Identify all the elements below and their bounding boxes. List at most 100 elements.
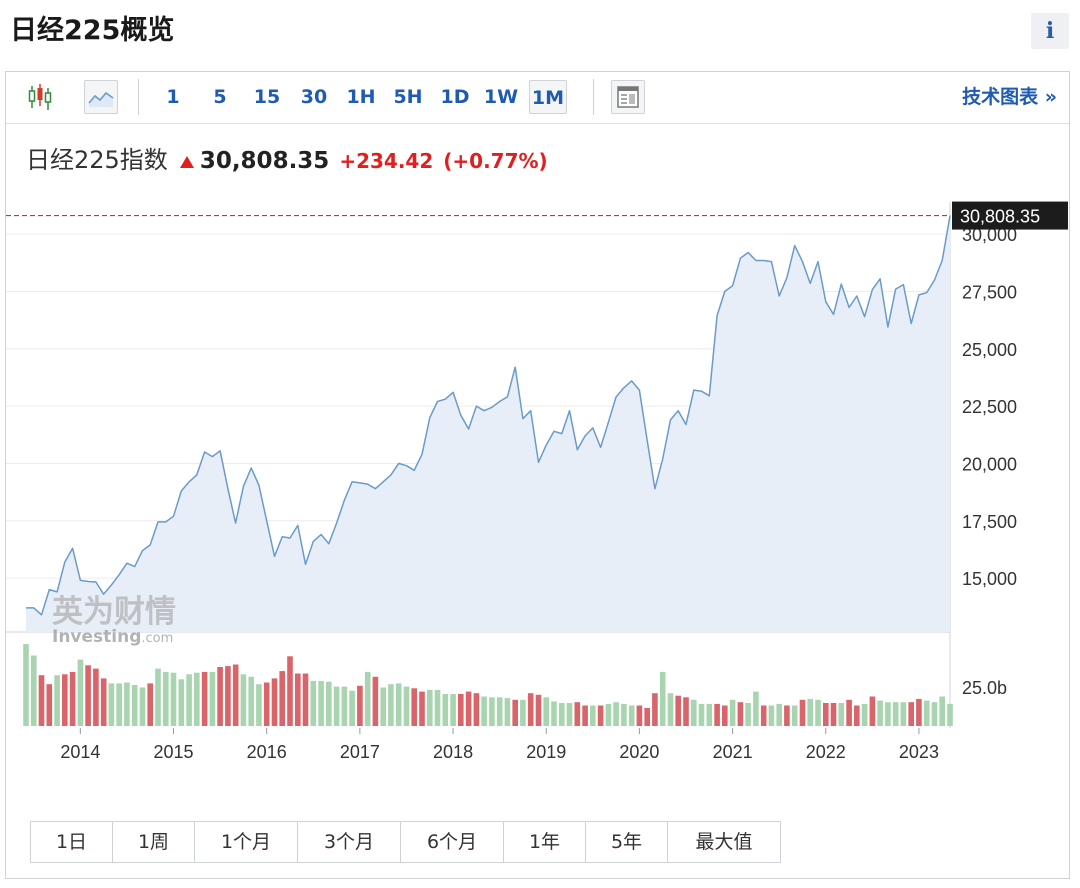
range-6m[interactable]: 6个月 (401, 822, 504, 862)
volume-bar (124, 682, 130, 726)
volume-bar (675, 695, 681, 726)
volume-bar (395, 683, 402, 726)
volume-bar (155, 668, 161, 726)
index-name: 日经225指数 (26, 146, 168, 174)
volume-bar (590, 705, 596, 726)
y-tick-label: 25,000 (962, 340, 1017, 360)
volume-bar (295, 673, 301, 726)
volume-bar (458, 694, 464, 726)
volume-bar (535, 694, 542, 726)
volume-bar (683, 697, 689, 726)
interval-30[interactable]: 30 (300, 86, 328, 108)
last-price-label: 30,808.35 (960, 207, 1040, 227)
volume-bar (287, 656, 293, 726)
volume-bar (947, 703, 953, 726)
volume-bar (116, 683, 122, 726)
area-chart-icon[interactable] (84, 80, 118, 114)
price-chart: 15,000 17,500 20,000 22,500 25,000 27,500 30,0… (6, 201, 1068, 762)
volume-bar (776, 703, 782, 726)
volume-bar (178, 679, 185, 726)
interval-1m[interactable]: 1M (529, 80, 567, 114)
volume-bar (628, 705, 635, 726)
interval-1w[interactable]: 1W (483, 86, 519, 108)
interval-1d[interactable]: 1D (440, 86, 470, 108)
volume-bar (496, 697, 503, 726)
volume-bar (108, 683, 115, 726)
range-3m[interactable]: 3个月 (298, 822, 401, 862)
volume-bar (652, 693, 658, 726)
up-arrow-icon (179, 155, 194, 168)
toolbar-divider (138, 79, 139, 115)
volume-bar (31, 655, 37, 726)
volume-bar (131, 685, 138, 726)
volume-bar (69, 671, 76, 726)
volume-bar (225, 666, 231, 726)
volume-bar (815, 699, 821, 726)
y-tick-label: 27,500 (962, 282, 1017, 302)
volume-bar (139, 687, 146, 726)
range-1w[interactable]: 1周 (113, 822, 195, 862)
interval-5[interactable]: 5 (213, 86, 227, 108)
technical-chart-link[interactable]: 技术图表 » (962, 86, 1057, 108)
volume-bar (403, 686, 410, 726)
volume-bar (527, 693, 534, 726)
range-max[interactable]: 最大值 (695, 831, 753, 853)
volume-bar (310, 680, 317, 726)
candlestick-icon[interactable] (23, 80, 57, 114)
volume-bar (644, 708, 650, 726)
volume-bar (271, 678, 278, 726)
y-tick-label: 20,000 (962, 454, 1017, 474)
volume-bar (722, 705, 728, 726)
page-title: 日经225概览 (10, 15, 175, 46)
interval-5h[interactable]: 5H (393, 86, 423, 108)
volume-bar (574, 702, 581, 726)
x-tick-label: 2023 (899, 742, 939, 762)
chart-panel: 1 5 15 30 1H 5H 1D 1W 1M 技术图表 » 日经225指数 3… (5, 71, 1070, 879)
interval-15[interactable]: 15 (253, 86, 281, 108)
volume-bar (613, 702, 619, 726)
volume-bar (481, 696, 487, 726)
toolbar-divider (593, 79, 594, 115)
interval-1h[interactable]: 1H (346, 86, 376, 108)
volume-bar (62, 674, 68, 726)
volume-bar (263, 682, 270, 726)
price-line (26, 215, 951, 616)
x-tick-label: 2022 (806, 742, 846, 762)
volume-bar (427, 689, 433, 726)
volume-bar (784, 705, 790, 726)
info-button[interactable]: i (1031, 13, 1069, 49)
volume-bar (605, 703, 612, 726)
interval-1[interactable]: 1 (166, 86, 180, 108)
volume-bar (333, 686, 340, 726)
volume-bar (729, 699, 736, 726)
volume-bar (543, 697, 549, 726)
volume-bar (163, 671, 169, 726)
volume-bar (760, 705, 767, 726)
volume-bar (349, 690, 355, 726)
range-1m[interactable]: 1个月 (195, 822, 298, 862)
volume-bar (318, 680, 324, 726)
volume-bar (38, 675, 45, 726)
volume-bar (489, 697, 495, 726)
volume-bar (854, 705, 860, 726)
volume-bar (302, 673, 309, 726)
range-1y[interactable]: 1年 (504, 822, 586, 862)
volume-bar (326, 681, 332, 726)
x-tick-label: 2020 (619, 742, 659, 762)
volume-bar (737, 702, 744, 726)
volume-bar (93, 668, 99, 726)
x-tick-label: 2019 (526, 742, 566, 762)
volume-bar (504, 698, 511, 726)
watermark-brand: Investing.com (52, 627, 173, 647)
volume-bar (364, 671, 371, 726)
chart-toolbar: 1 5 15 30 1H 5H 1D 1W 1M 技术图表 » (6, 72, 1069, 124)
layout-icon[interactable] (611, 80, 645, 114)
range-5y[interactable]: 5年 (586, 822, 668, 862)
volume-bar (636, 705, 643, 726)
volume-axis-label: 25.0b (962, 678, 1007, 698)
range-1d[interactable]: 1日 (31, 822, 113, 862)
x-tick-label: 2021 (713, 742, 753, 762)
volume-bar (232, 664, 239, 726)
volume-bar (807, 698, 813, 726)
volume-bar (465, 691, 472, 726)
